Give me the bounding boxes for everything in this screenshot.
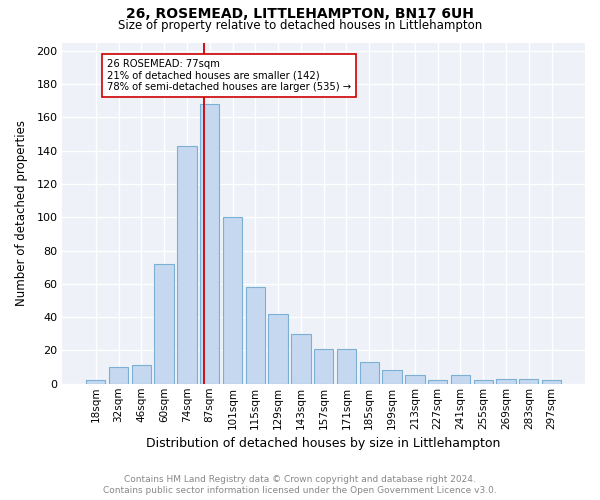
Bar [359,362,379,384]
Bar [496,379,515,384]
Bar [473,380,493,384]
Bar [154,264,174,384]
Bar [405,376,425,384]
Bar [382,370,402,384]
Bar [200,104,220,384]
Bar [131,366,151,384]
X-axis label: Distribution of detached houses by size in Littlehampton: Distribution of detached houses by size … [146,437,501,450]
Bar [314,349,334,384]
Bar [542,380,561,384]
Bar [177,146,197,384]
Y-axis label: Number of detached properties: Number of detached properties [15,120,28,306]
Text: 26 ROSEMEAD: 77sqm
21% of detached houses are smaller (142)
78% of semi-detached: 26 ROSEMEAD: 77sqm 21% of detached house… [107,59,351,92]
Bar [291,334,311,384]
Text: Contains HM Land Registry data © Crown copyright and database right 2024.: Contains HM Land Registry data © Crown c… [124,475,476,484]
Bar [245,287,265,384]
Text: Size of property relative to detached houses in Littlehampton: Size of property relative to detached ho… [118,19,482,32]
Bar [428,380,447,384]
Bar [519,379,538,384]
Bar [223,218,242,384]
Bar [337,349,356,384]
Bar [268,314,288,384]
Bar [86,380,106,384]
Text: 26, ROSEMEAD, LITTLEHAMPTON, BN17 6UH: 26, ROSEMEAD, LITTLEHAMPTON, BN17 6UH [126,8,474,22]
Bar [109,367,128,384]
Text: Contains public sector information licensed under the Open Government Licence v3: Contains public sector information licen… [103,486,497,495]
Bar [451,376,470,384]
